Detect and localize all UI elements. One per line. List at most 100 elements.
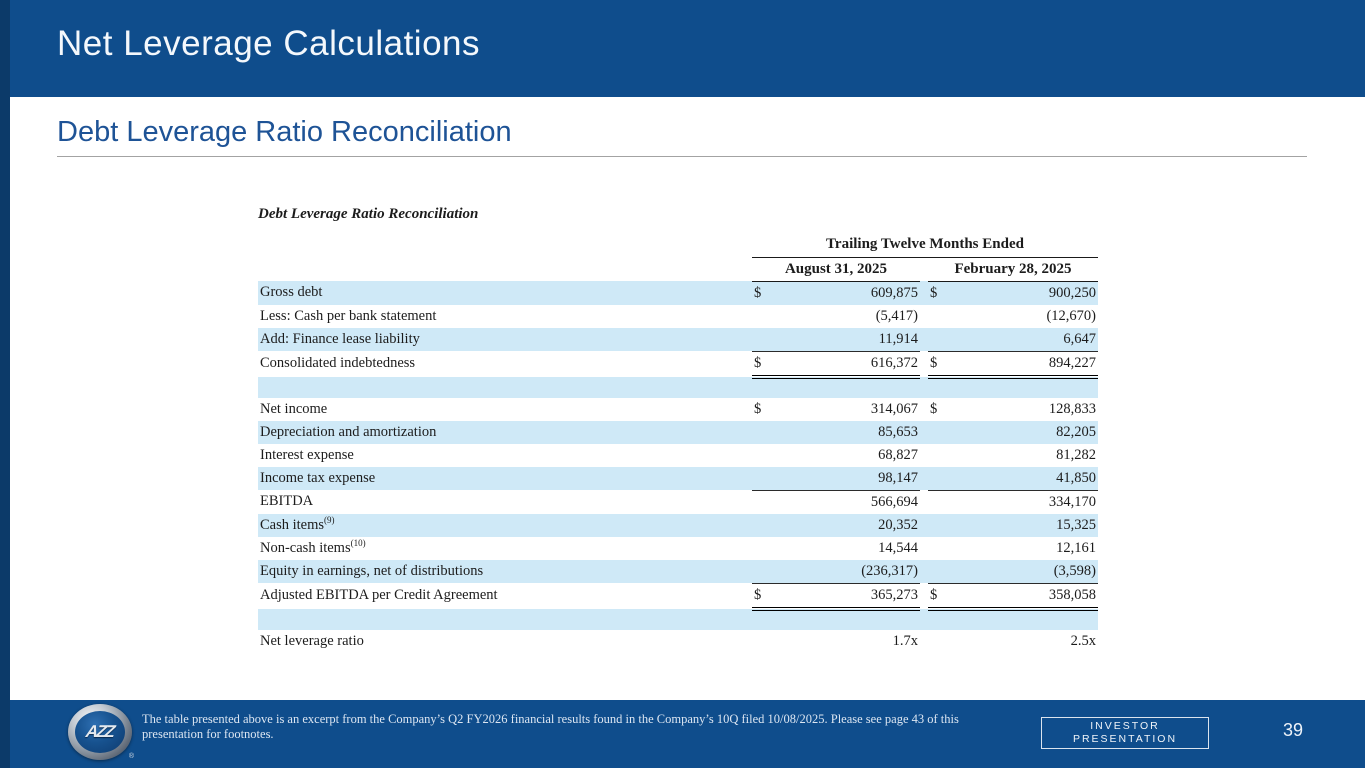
value-col2: 2.5x xyxy=(1070,632,1096,649)
gap-cell xyxy=(920,490,928,514)
table-row: Net leverage ratio 1.7x 2.5x xyxy=(258,630,1098,653)
dollar-sign-col1: $ xyxy=(752,351,768,379)
value-col2: 82,205 xyxy=(944,420,1098,444)
row-label: Add: Finance lease liability xyxy=(258,327,752,351)
gap-cell xyxy=(920,559,928,583)
dollar-sign-col1: $ xyxy=(752,583,768,611)
dollar-sign-col1: $ xyxy=(754,400,762,417)
table-row: Equity in earnings, net of distributions… xyxy=(258,559,1098,584)
row-label: Equity in earnings, net of distributions xyxy=(258,559,752,583)
row-label: Net leverage ratio xyxy=(260,632,364,649)
investor-presentation-badge: INVESTOR PRESENTATION xyxy=(1041,717,1209,749)
dollar-sign-col1 xyxy=(752,305,768,328)
dollar-sign-col1: $ xyxy=(752,281,768,305)
gap-cell xyxy=(920,351,928,377)
azz-logo: AZZ ® xyxy=(68,704,134,760)
value-col2: 128,833 xyxy=(1048,400,1096,417)
table-row: Income tax expense 98,147 41,850 xyxy=(258,466,1098,491)
reconciliation-table-body: Gross debt $609,875 $900,250 Less: Cash per… xyxy=(258,281,1098,653)
dollar-sign-col2 xyxy=(928,559,944,584)
gap-cell xyxy=(920,398,928,421)
footer-bar: AZZ ® The table presented above is an ex… xyxy=(0,700,1365,768)
dollar-sign-col1 xyxy=(752,630,768,653)
value-col2 xyxy=(944,608,1098,630)
row-label: Cash items(9) xyxy=(258,513,752,537)
badge-line-1: INVESTOR xyxy=(1090,720,1160,732)
header-bar: Net Leverage Calculations xyxy=(0,0,1365,97)
empty-cell xyxy=(258,233,752,257)
value-col2: 334,170 xyxy=(1048,493,1096,510)
value-col1: 98,147 xyxy=(768,466,920,491)
gap-cell xyxy=(920,513,928,537)
value-col1 xyxy=(768,376,920,398)
value-col1 xyxy=(768,608,920,630)
value-col2: 81,282 xyxy=(1056,446,1096,463)
dollar-sign-col1 xyxy=(752,444,768,467)
gap-cell xyxy=(920,281,928,305)
row-label: Consolidated indebtedness xyxy=(260,355,416,372)
dollar-sign-col1 xyxy=(752,537,768,560)
table-row: Non-cash items(10) 14,544 12,161 xyxy=(258,537,1098,560)
value-col1: 1.7x xyxy=(892,632,918,649)
dollar-sign-col2 xyxy=(928,466,944,491)
value-col2: 41,850 xyxy=(944,466,1098,491)
azz-logo-inner: AZZ xyxy=(75,711,125,753)
section-divider xyxy=(57,156,1307,157)
dollar-sign-col1 xyxy=(752,420,768,444)
dollar-sign-col2 xyxy=(928,630,944,653)
table-column-header-row: August 31, 2025 February 28, 2025 xyxy=(258,257,1098,282)
section-title: Debt Leverage Ratio Reconciliation xyxy=(57,116,512,148)
gap-cell xyxy=(920,305,928,328)
dollar-sign-col2: $ xyxy=(928,281,944,305)
value-col1: 85,653 xyxy=(768,420,920,444)
table-row: Depreciation and amortization 85,653 82,20… xyxy=(258,420,1098,444)
value-col1: 20,352 xyxy=(768,513,920,537)
value-col1: 616,372 xyxy=(768,351,920,379)
dollar-sign-col1 xyxy=(752,490,768,514)
dollar-sign-col1 xyxy=(752,376,768,398)
table-row: Adjusted EBITDA per Credit Agreement $365… xyxy=(258,583,1098,611)
column-group-header: Trailing Twelve Months Ended xyxy=(752,233,1098,258)
table-row: Less: Cash per bank statement (5,417) (12,… xyxy=(258,305,1098,328)
table-spacer-row xyxy=(258,608,1098,630)
dollar-sign-col1 xyxy=(752,559,768,584)
dollar-sign-col2: $ xyxy=(930,400,938,417)
table-row: EBITDA 566,694 334,170 xyxy=(258,490,1098,514)
value-col2: 15,325 xyxy=(944,513,1098,537)
dollar-sign-col2 xyxy=(928,513,944,537)
row-label: Gross debt xyxy=(258,281,752,305)
gap-cell xyxy=(920,537,928,560)
dollar-sign-col2 xyxy=(928,420,944,444)
value-col2: 6,647 xyxy=(944,327,1098,352)
gap-cell xyxy=(920,376,928,398)
dollar-sign-col2 xyxy=(928,444,944,467)
dollar-sign-col2 xyxy=(928,608,944,630)
badge-line-2: PRESENTATION xyxy=(1072,733,1178,745)
value-col1: 365,273 xyxy=(768,583,920,611)
gap-cell xyxy=(920,583,928,609)
gap-cell xyxy=(920,257,928,281)
value-col1: 566,694 xyxy=(870,493,918,510)
value-col2: 12,161 xyxy=(1056,539,1096,556)
value-col2: 358,058 xyxy=(944,583,1098,611)
row-label: EBITDA xyxy=(260,493,314,510)
table-spacer-row xyxy=(258,376,1098,398)
footer-disclaimer: The table presented above is an excerpt … xyxy=(142,712,959,741)
column-header-august: August 31, 2025 xyxy=(752,257,920,282)
table-title: Debt Leverage Ratio Reconciliation xyxy=(258,206,479,222)
value-col1: (5,417) xyxy=(875,307,918,324)
column-header-february: February 28, 2025 xyxy=(928,257,1098,282)
dollar-sign-col1 xyxy=(752,513,768,537)
row-label: Non-cash items(10) xyxy=(260,537,366,556)
page-title: Net Leverage Calculations xyxy=(57,24,481,63)
empty-cell xyxy=(258,257,752,281)
reconciliation-table: Debt Leverage Ratio Reconciliation Trail… xyxy=(258,206,1101,653)
row-label: Depreciation and amortization xyxy=(258,420,752,444)
gap-cell xyxy=(920,444,928,467)
table-row: Consolidated indebtedness $616,372 $894,22… xyxy=(258,351,1098,379)
value-col1: 11,914 xyxy=(768,327,920,352)
gap-cell xyxy=(920,466,928,490)
dollar-sign-col2 xyxy=(928,376,944,398)
value-col1: 68,827 xyxy=(878,446,918,463)
